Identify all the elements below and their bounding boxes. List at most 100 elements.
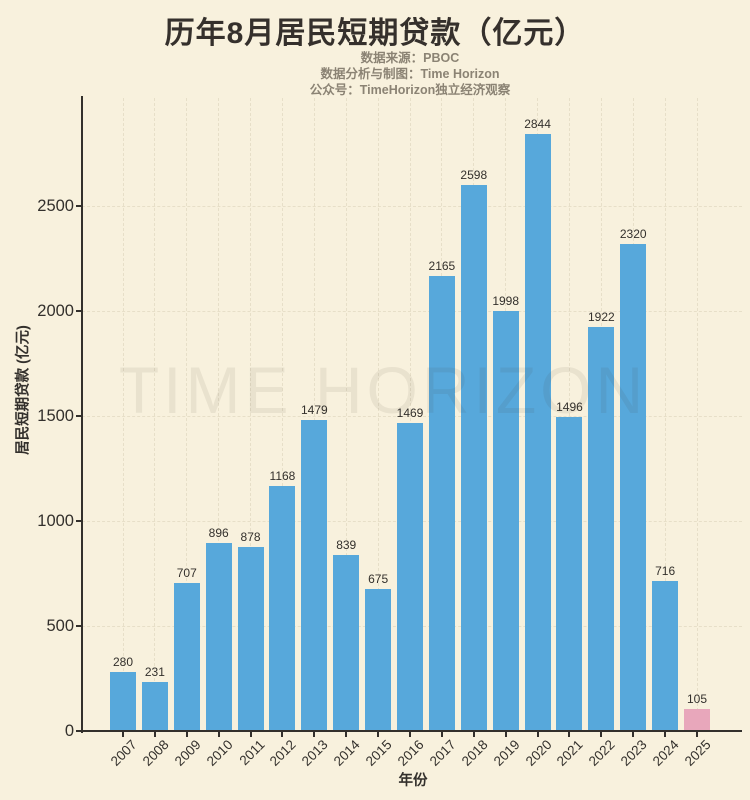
- bar-value-label-2016: 1469: [396, 405, 424, 420]
- bar-value-label-2020: 2844: [524, 116, 551, 131]
- bar-value-label-2018: 2598: [460, 168, 488, 183]
- bar-2024: [652, 580, 679, 731]
- bar-2013: [301, 420, 328, 731]
- grid-line-vertical: [409, 98, 411, 731]
- bar-2010: [205, 542, 232, 731]
- bar-2020: [524, 133, 551, 731]
- x-axis-tick: [122, 731, 124, 737]
- x-axis-tick: [600, 731, 603, 737]
- chart-subtitle: 数据来源：PBOC 数据分析与制图：Time Horizon 公众号：TimeH…: [310, 50, 510, 98]
- y-axis-tick-label: 0: [64, 722, 74, 740]
- x-axis-tick-label-2025: 2025: [681, 737, 714, 769]
- subtitle-line-author: 数据分析与制图：Time Horizon: [320, 67, 500, 81]
- bar-value-label-2009: 707: [176, 565, 197, 580]
- bar-2012: [269, 485, 296, 731]
- subtitle-line-account: 公众号：TimeHorizon独立经济观察: [309, 83, 511, 97]
- x-axis-tick-label-2023: 2023: [618, 737, 650, 769]
- x-axis-tick-label-2007: 2007: [107, 737, 140, 769]
- x-axis-tick-label-2013: 2013: [299, 737, 331, 769]
- bar-value-label-2014: 839: [336, 537, 357, 552]
- y-axis-line: [80, 96, 83, 733]
- bar-value-label-2011: 878: [240, 529, 261, 544]
- x-axis-tick: [568, 731, 571, 737]
- y-axis-tick: [76, 205, 82, 207]
- x-axis-tick: [313, 731, 316, 737]
- bar-value-label-2012: 1168: [269, 468, 296, 483]
- grid-line-vertical: [218, 98, 220, 731]
- x-axis-tick-label-2016: 2016: [394, 737, 427, 769]
- bar-value-label-2024: 716: [655, 563, 676, 578]
- y-axis-tick-label: 1500: [37, 407, 74, 425]
- x-axis-tick: [632, 731, 635, 737]
- y-axis-tick-label: 500: [46, 617, 74, 635]
- y-axis-label: 居民短期贷款 (亿元): [15, 325, 32, 455]
- bar-2017: [428, 276, 455, 731]
- bar-2011: [237, 546, 264, 731]
- x-axis-tick: [664, 731, 667, 737]
- bar-value-label-2013: 1479: [300, 403, 328, 418]
- grid-line-vertical: [664, 98, 666, 731]
- bar-value-label-2019: 1998: [492, 294, 520, 309]
- x-axis-tick: [281, 731, 284, 737]
- x-axis-tick: [536, 731, 539, 737]
- grid-line-vertical: [696, 98, 698, 731]
- x-axis-tick-label-2017: 2017: [426, 737, 459, 769]
- grid-line-vertical: [250, 98, 252, 731]
- x-axis-tick-label-2014: 2014: [330, 737, 363, 769]
- x-axis-tick-label-2022: 2022: [586, 737, 618, 769]
- grid-line-vertical: [377, 98, 379, 731]
- y-axis-tick-label: 2500: [37, 197, 74, 215]
- y-axis-tick: [76, 625, 82, 627]
- grid-line-vertical: [122, 98, 124, 731]
- bar-2025: [684, 708, 711, 731]
- x-axis-tick: [153, 731, 156, 737]
- y-axis-tick-label: 1000: [37, 512, 74, 530]
- bar-value-label-2022: 1922: [587, 310, 615, 325]
- bar-2018: [460, 185, 487, 731]
- bar-value-label-2025: 105: [687, 691, 708, 706]
- grid-line-vertical: [313, 98, 315, 731]
- y-axis-tick: [76, 415, 82, 417]
- bar-value-label-2008: 231: [144, 665, 165, 680]
- bar-2023: [620, 243, 647, 731]
- x-axis-tick: [472, 731, 475, 737]
- x-axis-tick-label-2009: 2009: [171, 737, 204, 769]
- y-axis-tick: [76, 310, 82, 312]
- bar-2015: [365, 589, 392, 731]
- x-axis-tick-label-2010: 2010: [203, 737, 236, 769]
- bar-value-label-2015: 675: [368, 572, 389, 587]
- y-axis-tick: [76, 520, 82, 522]
- x-axis-tick-label-2020: 2020: [522, 737, 555, 769]
- bar-value-label-2021: 1496: [556, 399, 583, 414]
- bar-2008: [141, 682, 168, 731]
- grid-line-vertical: [154, 98, 156, 731]
- x-axis-tick: [345, 731, 348, 737]
- bar-value-label-2017: 2165: [428, 259, 456, 274]
- grid-line-horizontal: [82, 416, 742, 417]
- grid-line-vertical: [568, 98, 570, 731]
- x-axis-tick-label-2021: 2021: [554, 737, 587, 769]
- chart-title: 历年8月居民短期贷款（亿元）: [164, 17, 586, 50]
- bar-value-label-2023: 2320: [619, 226, 647, 241]
- subtitle-line-source: 数据来源：PBOC: [360, 51, 460, 65]
- bar-value-label-2007: 280: [112, 655, 134, 670]
- bar-value-label-2010: 896: [208, 525, 229, 540]
- x-axis-tick-label-2012: 2012: [267, 737, 300, 769]
- x-axis-tick-label-2008: 2008: [139, 737, 172, 769]
- bar-2016: [397, 422, 423, 731]
- x-axis-tick: [217, 731, 220, 737]
- y-axis-tick: [76, 730, 82, 732]
- y-axis-tick-label: 2000: [37, 302, 74, 320]
- x-axis-tick-label-2019: 2019: [490, 737, 523, 769]
- bar-2009: [173, 582, 200, 731]
- x-axis-tick: [696, 731, 699, 737]
- bar-2014: [333, 554, 360, 731]
- x-axis-tick: [504, 731, 507, 737]
- x-axis-line: [81, 730, 742, 733]
- bar-2022: [588, 327, 615, 731]
- bar-2007: [110, 672, 136, 731]
- grid-line-vertical: [345, 98, 347, 731]
- x-axis-tick-label-2024: 2024: [649, 737, 682, 769]
